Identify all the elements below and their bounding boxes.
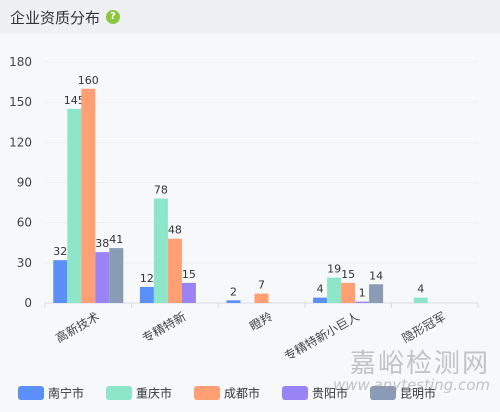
legend-label: 重庆市 bbox=[136, 386, 172, 401]
bar bbox=[355, 301, 370, 303]
legend-label: 南宁市 bbox=[48, 386, 84, 401]
x-tick-label: 专精特新 bbox=[139, 309, 188, 346]
data-label: 160 bbox=[78, 74, 99, 87]
bar bbox=[341, 282, 356, 303]
legend-swatch bbox=[106, 386, 132, 400]
legend-swatch bbox=[18, 386, 44, 400]
data-label: 19 bbox=[327, 263, 341, 276]
data-label: 2 bbox=[230, 285, 237, 298]
bar bbox=[413, 297, 428, 303]
y-tick-label: 0 bbox=[24, 296, 32, 310]
legend-label: 成都市 bbox=[224, 386, 260, 401]
y-tick-label: 90 bbox=[17, 176, 32, 190]
watermark-text: 嘉峪检测网 bbox=[349, 349, 490, 379]
data-label: 15 bbox=[341, 268, 355, 281]
data-label: 4 bbox=[417, 283, 424, 296]
watermark-url: www.anytesting.com bbox=[333, 376, 490, 394]
chart-title: 企业资质分布 bbox=[10, 8, 101, 27]
legend-swatch bbox=[194, 386, 220, 400]
legend-swatch bbox=[370, 386, 396, 400]
bar bbox=[153, 198, 168, 303]
y-tick-label: 30 bbox=[17, 256, 32, 270]
y-tick-label: 180 bbox=[9, 55, 32, 69]
data-label: 12 bbox=[140, 272, 154, 285]
y-tick-label: 150 bbox=[9, 95, 32, 109]
data-label: 32 bbox=[53, 245, 67, 258]
data-label: 78 bbox=[154, 184, 168, 197]
bar bbox=[109, 248, 124, 303]
question-circle-icon[interactable]: ? bbox=[106, 10, 121, 24]
bar bbox=[313, 297, 328, 303]
y-tick-label: 120 bbox=[9, 135, 32, 149]
legend-label: 贵阳市 bbox=[312, 386, 348, 401]
x-tick-label: 瞪羚 bbox=[247, 309, 275, 334]
bar bbox=[167, 238, 182, 303]
data-label: 1 bbox=[359, 287, 366, 300]
bar bbox=[369, 284, 384, 303]
y-tick-label: 60 bbox=[17, 216, 32, 230]
bar bbox=[181, 282, 196, 303]
watermark: 嘉峪检测网 www.anytesting.com bbox=[333, 343, 490, 394]
bar bbox=[95, 252, 110, 303]
data-label: 48 bbox=[168, 224, 182, 237]
data-label: 145 bbox=[64, 94, 85, 107]
bar bbox=[139, 286, 154, 303]
data-label: 15 bbox=[182, 268, 196, 281]
chart-header: 企业资质分布 ? bbox=[0, 0, 500, 34]
data-label: 38 bbox=[95, 237, 109, 250]
legend-swatch bbox=[282, 386, 308, 400]
data-label: 14 bbox=[369, 269, 383, 282]
bar bbox=[254, 293, 269, 303]
x-tick-label: 高新技术 bbox=[53, 309, 102, 346]
x-tick-label: 隐形冠军 bbox=[400, 309, 449, 345]
bar bbox=[327, 277, 342, 303]
legend-label: 昆明市 bbox=[400, 386, 436, 401]
data-label: 4 bbox=[317, 283, 324, 296]
data-label: 41 bbox=[109, 233, 123, 246]
bar bbox=[81, 88, 96, 304]
bar bbox=[67, 108, 82, 303]
data-label: 7 bbox=[258, 279, 265, 292]
bar bbox=[53, 260, 68, 303]
bar bbox=[226, 300, 241, 303]
